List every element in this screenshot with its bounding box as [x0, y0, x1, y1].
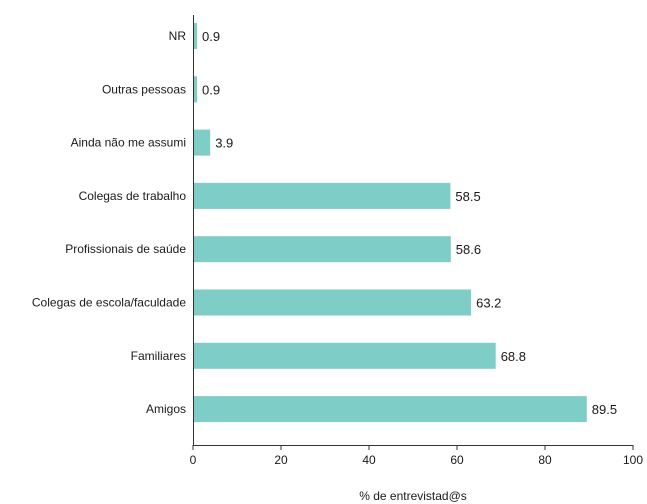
category-label-colegas-de-trabalho: Colegas de trabalho: [79, 189, 187, 203]
bar-nr: [193, 23, 197, 49]
bar-familiares: [193, 342, 496, 369]
bar-ainda-nao-me-assumi: [193, 129, 211, 156]
bars-group: [193, 23, 587, 423]
category-label-outras-pessoas: Outras pessoas: [102, 82, 186, 96]
category-label-amigos: Amigos: [146, 402, 186, 416]
bar-profissionais-de-saude: [193, 236, 451, 263]
category-label-familiares: Familiares: [131, 349, 186, 363]
bar-amigos: [193, 396, 587, 423]
x-tick-label-0: 0: [190, 453, 197, 467]
category-label-profissionais-de-saude: Profissionais de saúde: [65, 242, 186, 256]
x-tick-label-100: 100: [623, 453, 643, 467]
value-label-familiares: 68.8: [501, 349, 526, 364]
bar-outras-pessoas: [193, 76, 197, 103]
value-label-nr: 0.9: [202, 29, 220, 44]
category-label-ainda-nao-me-assumi: Ainda não me assumi: [71, 136, 186, 150]
category-label-nr: NR: [169, 29, 187, 43]
x-ticks-group: 0 20 40 60 80 100: [190, 445, 643, 467]
x-tick-label-60: 60: [450, 453, 464, 467]
x-tick-label-40: 40: [362, 453, 376, 467]
value-label-ainda-nao-me-assumi: 3.9: [215, 136, 233, 151]
value-label-colegas-de-escola-faculdade: 63.2: [476, 296, 501, 311]
value-label-profissionais-de-saude: 58.6: [456, 242, 481, 257]
bar-colegas-de-trabalho: [193, 182, 451, 209]
category-labels-group: NR Outras pessoas Ainda não me assumi Coleg…: [32, 29, 186, 416]
bar-colegas-de-escola-faculdade: [193, 289, 472, 316]
x-tick-label-20: 20: [274, 453, 288, 467]
x-tick-label-80: 80: [538, 453, 552, 467]
category-label-colegas-de-escola-faculdade: Colegas de escola/faculdade: [32, 296, 186, 310]
value-label-colegas-de-trabalho: 58.5: [455, 189, 480, 204]
value-label-outras-pessoas: 0.9: [202, 82, 220, 97]
x-axis-title: % de entrevistad@s: [359, 489, 467, 503]
value-labels-group: 0.9 0.9 3.9 58.5 58.6 63.2 68.8 89.5: [202, 29, 617, 417]
value-label-amigos: 89.5: [592, 402, 617, 417]
